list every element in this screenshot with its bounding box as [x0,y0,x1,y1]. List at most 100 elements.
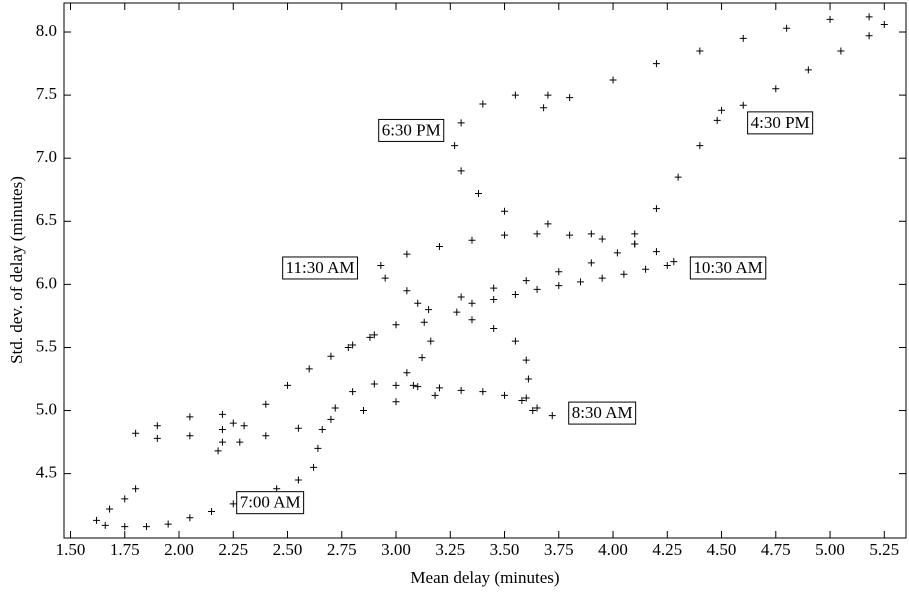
x-tick-label: 2.75 [327,540,357,559]
point-marker [435,243,443,251]
x-tick-label: 2.25 [218,540,248,559]
point-marker [490,325,498,333]
annotation: 10:30 AM [693,258,762,277]
point-marker [229,500,237,508]
point-marker [620,270,628,278]
point-marker [548,412,556,420]
point-marker [392,381,400,389]
point-marker [457,119,465,127]
point-marker [186,413,194,421]
x-axis-label: Mean delay (minutes) [410,568,559,587]
point-marker [381,274,389,282]
point-marker [544,220,552,228]
point-marker [474,190,482,198]
point-marker [101,521,109,529]
point-marker [739,101,747,109]
point-marker [186,514,194,522]
point-marker [392,321,400,329]
x-tick-label: 4.00 [598,540,628,559]
point-marker [218,410,226,418]
point-marker [153,422,161,430]
point-marker [479,388,487,396]
point-marker [739,34,747,42]
point-marker [214,447,222,455]
point-marker [555,282,563,290]
x-tick-label: 2.00 [164,540,194,559]
point-marker [294,476,302,484]
point-marker [236,438,244,446]
point-marker [609,76,617,84]
point-marker [377,261,385,269]
point-marker [451,142,459,150]
point-marker [427,337,435,345]
point-marker [142,523,150,531]
point-marker [783,24,791,32]
point-marker [533,230,541,238]
point-marker [696,142,704,150]
annotation-box [236,491,305,515]
point-marker [305,365,313,373]
point-marker [132,429,140,437]
point-marker [540,104,548,112]
point-marker [566,231,574,239]
point-marker [566,94,574,102]
x-tick-label: 5.25 [869,540,899,559]
point-marker [262,432,270,440]
point-marker [468,236,476,244]
point-marker [522,356,530,364]
point-marker [414,383,422,391]
point-marker [262,400,270,408]
y-tick-label: 4.5 [36,463,57,482]
x-tick-label: 3.25 [435,540,465,559]
point-marker [544,91,552,99]
point-marker [490,296,498,304]
point-marker [366,333,374,341]
y-tick-label: 8.0 [36,21,57,40]
point-marker [718,106,726,114]
point-marker [511,290,519,298]
point-marker [652,248,660,256]
plot-frame [63,2,907,539]
point-marker [837,47,845,55]
point-marker [865,13,873,21]
annotation: 8:30 AM [572,403,633,422]
point-marker [804,66,812,74]
annotation: 11:30 AM [286,258,355,277]
y-tick-label: 5.5 [36,336,57,355]
x-tick-label: 1.50 [56,540,86,559]
annotation-box [747,111,814,135]
point-marker [457,293,465,301]
point-marker [229,419,237,427]
point-marker [132,485,140,493]
point-marker [652,205,660,213]
point-marker [631,240,639,248]
x-tick-label: 5.00 [815,540,845,559]
y-tick-label: 6.0 [36,273,57,292]
annotation-box [282,256,358,280]
x-tick-label: 3.00 [381,540,411,559]
point-marker [240,422,248,430]
point-marker [403,250,411,258]
x-tick-label: 2.50 [273,540,303,559]
y-tick-label: 6.5 [36,210,57,229]
x-tick-label: 4.75 [761,540,791,559]
point-marker [273,485,281,493]
x-tick-label: 3.75 [544,540,574,559]
point-marker [153,434,161,442]
point-marker [318,425,326,433]
point-marker [865,32,873,40]
point-marker [420,318,428,326]
point-marker [501,207,509,215]
point-marker [652,60,660,68]
point-marker [613,249,621,257]
point-marker [327,415,335,423]
y-axis-label: Std. dev. of delay (minutes) [7,176,26,364]
annotation: 4:30 PM [751,113,810,132]
point-marker [218,425,226,433]
point-marker [457,386,465,394]
point-marker [674,173,682,181]
point-marker [431,391,439,399]
point-marker [294,424,302,432]
point-marker [522,277,530,285]
y-tick-label: 7.5 [36,84,57,103]
